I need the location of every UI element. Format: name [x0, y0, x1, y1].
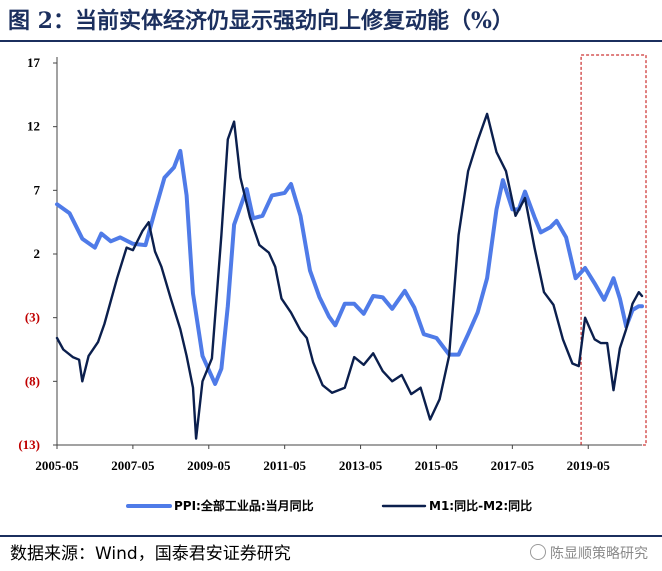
- legend-series-1: PPI:全部工业品:当月同比: [174, 498, 314, 513]
- x-tick-label: 2005-05: [35, 458, 79, 473]
- y-tick-label: 12: [27, 119, 40, 134]
- footer-divider: [0, 535, 662, 537]
- y-tick-label: 17: [27, 55, 41, 70]
- series-lines: [55, 112, 644, 440]
- source-note: 数据来源：Wind，国泰君安证券研究: [10, 544, 291, 564]
- title-divider: [0, 40, 662, 42]
- watermark-text: 陈显顺策略研究: [550, 546, 648, 562]
- x-tick-label: 2013-05: [339, 458, 383, 473]
- x-tick-label: 2017-05: [491, 458, 535, 473]
- x-tick-label: 2015-05: [415, 458, 459, 473]
- legend-series-2: M1:同比-M2:同比: [429, 498, 532, 513]
- chart-title: 图 2：当前实体经济仍显示强劲向上修复动能（%）: [8, 8, 514, 34]
- series-line-2: [55, 112, 644, 440]
- y-tick-label: 7: [34, 182, 41, 197]
- wechat-icon: [530, 544, 546, 560]
- legend: PPI:全部工业品:当月同比 M1:同比-M2:同比: [126, 498, 532, 513]
- x-tick-label: 2019-05: [567, 458, 611, 473]
- x-tick-label: 2009-05: [187, 458, 231, 473]
- y-tick-label: (3): [25, 310, 40, 325]
- x-tick-label: 2011-05: [263, 458, 306, 473]
- y-tick-label: (8): [25, 373, 40, 388]
- y-tick-label: (13): [18, 437, 40, 452]
- y-tick-label: 2: [34, 246, 41, 261]
- y-axis: 17 12 7 2 (3) (8) (13): [18, 55, 58, 452]
- x-axis: 2005-05 2007-05 2009-05 2011-05 2013-05 2015-…: [35, 444, 642, 473]
- series-line-1: [55, 148, 644, 386]
- watermark: 陈显顺策略研究: [530, 543, 648, 565]
- x-tick-label: 2007-05: [111, 458, 155, 473]
